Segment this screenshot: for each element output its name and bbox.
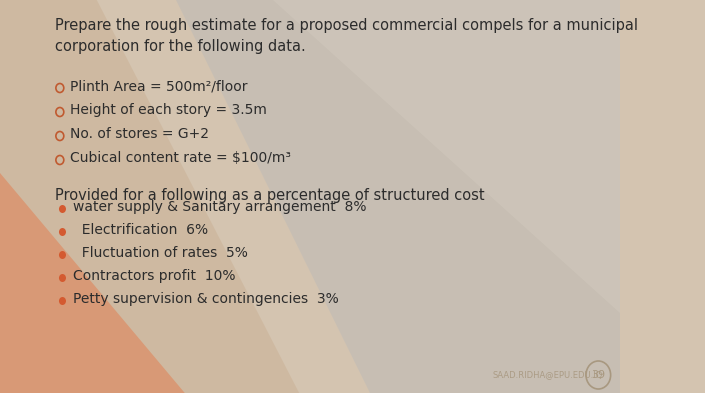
Text: Prepare the rough estimate for a proposed commercial compels for a municipal
cor: Prepare the rough estimate for a propose… — [54, 18, 637, 54]
Circle shape — [59, 297, 66, 305]
Text: Electrification  6%: Electrification 6% — [73, 223, 208, 237]
Polygon shape — [0, 0, 299, 393]
Polygon shape — [273, 0, 620, 313]
Circle shape — [59, 228, 66, 236]
Text: SAAD.RIDHA@EPU.EDU.IQ: SAAD.RIDHA@EPU.EDU.IQ — [493, 370, 603, 379]
Circle shape — [59, 251, 66, 259]
Text: Plinth Area = 500m²/floor: Plinth Area = 500m²/floor — [70, 79, 248, 93]
Polygon shape — [176, 0, 620, 393]
Text: No. of stores = G+2: No. of stores = G+2 — [70, 127, 209, 141]
Text: 39: 39 — [591, 370, 606, 380]
Text: Petty supervision & contingencies  3%: Petty supervision & contingencies 3% — [73, 292, 339, 306]
Polygon shape — [0, 173, 185, 393]
Text: Fluctuation of rates  5%: Fluctuation of rates 5% — [73, 246, 248, 260]
Text: Cubical content rate = $100/m³: Cubical content rate = $100/m³ — [70, 151, 291, 165]
Text: Height of each story = 3.5m: Height of each story = 3.5m — [70, 103, 267, 117]
Text: Provided for a following as a percentage of structured cost: Provided for a following as a percentage… — [54, 188, 484, 203]
Circle shape — [59, 205, 66, 213]
Text: water supply & Sanitary arrangement  8%: water supply & Sanitary arrangement 8% — [73, 200, 367, 214]
Circle shape — [59, 274, 66, 282]
Text: Contractors profit  10%: Contractors profit 10% — [73, 269, 235, 283]
